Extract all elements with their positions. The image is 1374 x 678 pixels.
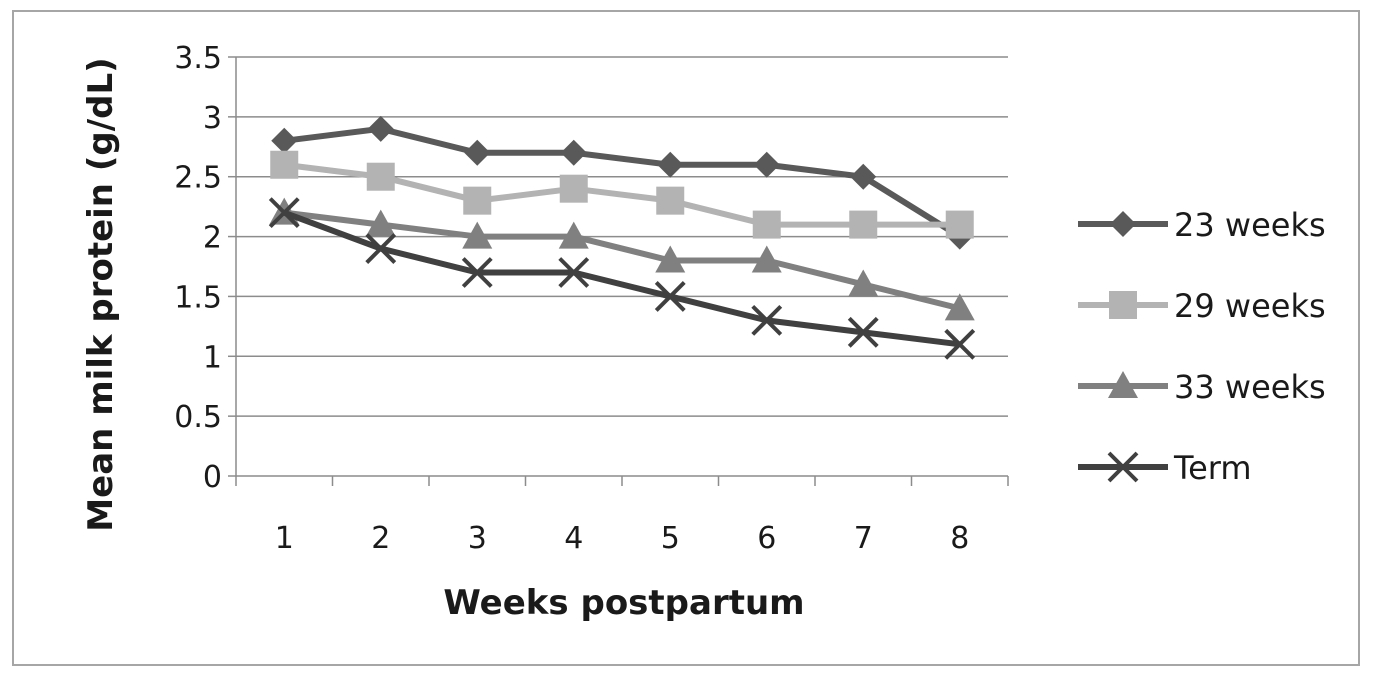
x-marker-stroke — [268, 197, 300, 229]
data-point — [464, 139, 491, 166]
x-tick-label: 3 — [468, 521, 487, 556]
data-point — [944, 293, 975, 321]
data-point — [657, 151, 684, 178]
data-point — [367, 115, 394, 142]
series-line — [283, 209, 961, 312]
data-point — [558, 221, 589, 249]
legend: 23 weeks 29 weeks 33 weeks Term — [1078, 206, 1326, 487]
legend-marker — [1107, 451, 1139, 483]
y-axis-ticks: 0 0.5 1 1.5 2 2.5 3 3.5 — [174, 41, 236, 495]
series-line — [283, 209, 961, 348]
legend-label: Term — [1173, 449, 1252, 487]
y-axis-title: Mean milk protein (g/dL) — [81, 57, 121, 531]
data-point — [366, 162, 395, 191]
data-point — [462, 221, 493, 249]
y-tick-label: 2.5 — [174, 161, 222, 196]
x-tick-label: 7 — [854, 521, 873, 556]
legend-marker — [1110, 211, 1136, 237]
y-tick-label: 3.5 — [174, 41, 222, 76]
legend-label: 29 weeks — [1174, 287, 1326, 325]
data-point — [271, 127, 298, 154]
x-tick-label: 2 — [371, 521, 390, 556]
legend-entry: 29 weeks — [1078, 287, 1326, 325]
data-point — [944, 328, 976, 360]
series-line — [283, 125, 962, 240]
data-point — [365, 233, 397, 264]
data-point — [654, 281, 686, 312]
y-tick-label: 3 — [203, 101, 222, 136]
series-0 — [271, 115, 973, 250]
data-point — [268, 197, 300, 229]
legend-marker — [1109, 291, 1137, 319]
legend-label: 23 weeks — [1174, 206, 1326, 244]
x-marker-stroke — [558, 257, 590, 288]
x-marker-stroke — [847, 316, 879, 348]
x-marker-stroke — [944, 328, 976, 360]
data-point — [848, 269, 879, 297]
data-point — [656, 186, 685, 215]
data-point — [461, 257, 493, 288]
series-3 — [268, 197, 976, 360]
data-point — [751, 245, 782, 273]
x-marker-stroke — [365, 233, 397, 264]
data-point — [655, 245, 686, 273]
data-point — [850, 163, 877, 190]
axes — [235, 57, 1008, 477]
y-tick-label: 0 — [203, 460, 222, 495]
data-point — [847, 316, 879, 348]
data-point — [559, 174, 588, 203]
data-point — [751, 304, 783, 336]
series-1 — [270, 150, 974, 239]
x-tick-label: 5 — [661, 521, 680, 556]
series-line — [283, 161, 960, 228]
y-tick-label: 2 — [203, 221, 222, 256]
x-marker-stroke — [654, 281, 686, 312]
legend-label: 33 weeks — [1174, 368, 1326, 406]
legend-entry: Term — [1078, 449, 1252, 487]
data-point — [558, 257, 590, 288]
x-marker-stroke — [1107, 451, 1139, 483]
series-group — [268, 115, 976, 360]
data-point — [849, 210, 878, 239]
x-axis-ticks: 1 2 3 4 5 6 7 8 — [235, 476, 1009, 556]
x-axis-title: Weeks postpartum — [443, 583, 804, 623]
x-marker-stroke — [751, 304, 783, 336]
x-tick-label: 8 — [950, 521, 969, 556]
data-point — [560, 139, 587, 166]
x-tick-label: 1 — [275, 521, 294, 556]
legend-entry: 23 weeks — [1078, 206, 1326, 244]
data-point — [463, 186, 492, 215]
y-tick-label: 1.5 — [174, 280, 222, 315]
x-tick-label: 6 — [757, 521, 776, 556]
data-point — [752, 210, 781, 239]
data-point — [270, 150, 299, 179]
y-tick-label: 0.5 — [174, 400, 222, 435]
data-point — [945, 210, 974, 239]
data-point — [753, 151, 780, 178]
legend-entry: 33 weeks — [1078, 368, 1326, 406]
data-point — [365, 209, 396, 237]
y-tick-label: 1 — [203, 340, 222, 375]
x-tick-label: 4 — [564, 521, 583, 556]
legend-marker — [1108, 371, 1138, 398]
x-marker-stroke — [461, 257, 493, 288]
